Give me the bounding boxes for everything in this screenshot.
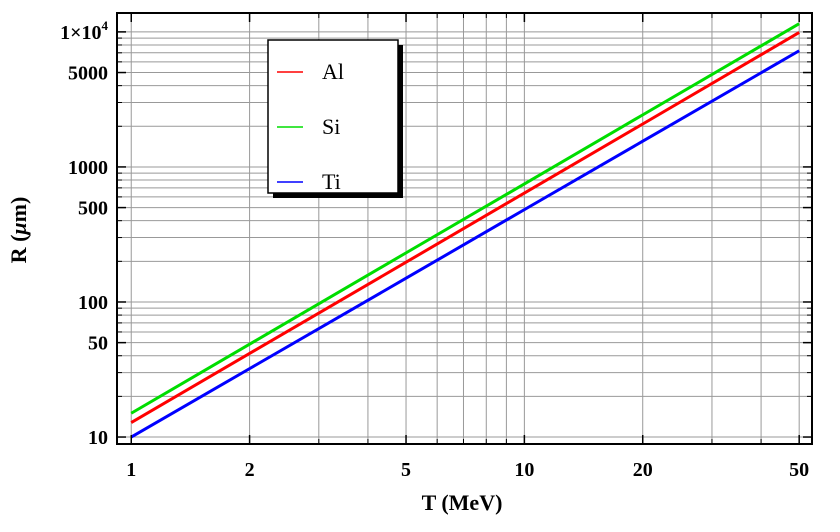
series-line-ti [130, 49, 800, 439]
y-tick-label: 1000 [68, 157, 108, 179]
legend-item-label: Si [322, 114, 340, 139]
y-tick-label: 500 [78, 198, 108, 220]
series-lines [130, 22, 800, 439]
y-tick-label: 50 [88, 333, 108, 355]
x-axis-title: T (MeV) [422, 490, 503, 515]
tick-labels: 1 2 5 10 20 50 10 50 100 500 1000 5000 1×104 [60, 18, 809, 481]
legend-box [267, 39, 399, 194]
gridlines [117, 13, 812, 444]
tick-marks [117, 13, 812, 444]
series-line-si [130, 22, 800, 415]
x-tick-label: 50 [789, 459, 809, 481]
legend-item-label: Ti [322, 169, 341, 194]
plot-frame [116, 12, 813, 445]
x-tick-label: 20 [633, 459, 653, 481]
x-tick-label: 1 [126, 459, 136, 481]
series-line-al [130, 31, 800, 424]
y-tick-label: 1×104 [60, 18, 108, 44]
y-tick-label: 5000 [68, 63, 108, 85]
y-tick-label: 100 [78, 292, 108, 314]
x-tick-label: 2 [245, 459, 255, 481]
y-axis-title: R (μm) [6, 197, 31, 264]
x-tick-label: 10 [514, 459, 534, 481]
x-tick-label: 5 [401, 459, 411, 481]
legend: Al Si Ti [267, 39, 403, 198]
y-tick-label: 10 [88, 427, 108, 449]
legend-item-label: Al [322, 59, 344, 84]
